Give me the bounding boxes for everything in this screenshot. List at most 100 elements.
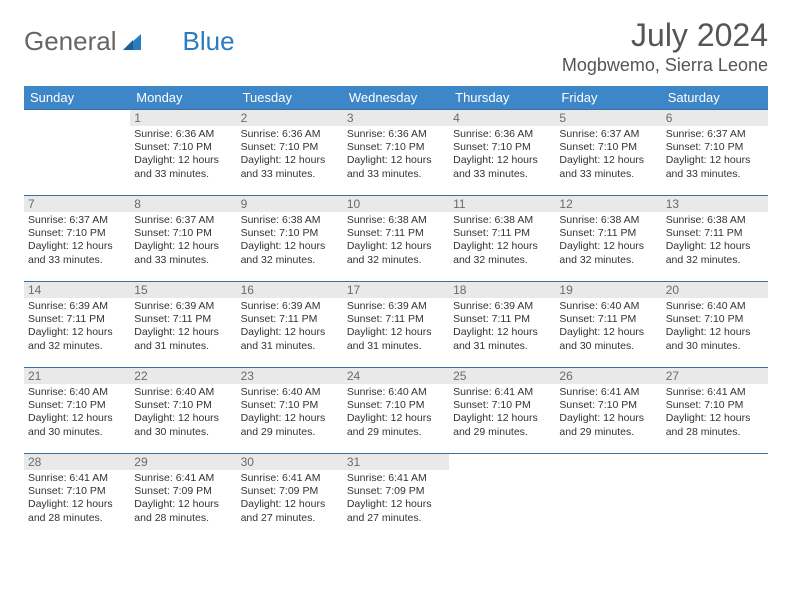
daylight-text-2: and 31 minutes. xyxy=(134,340,232,353)
header: General Blue July 2024 Mogbwemo, Sierra … xyxy=(24,18,768,76)
day-number: 16 xyxy=(237,282,343,298)
daylight-text-1: Daylight: 12 hours xyxy=(666,412,764,425)
sunset-text: Sunset: 7:10 PM xyxy=(241,399,339,412)
sunset-text: Sunset: 7:11 PM xyxy=(453,313,551,326)
calendar-day-cell: 31Sunrise: 6:41 AMSunset: 7:09 PMDayligh… xyxy=(343,454,449,540)
daylight-text-1: Daylight: 12 hours xyxy=(559,412,657,425)
calendar-body: 1Sunrise: 6:36 AMSunset: 7:10 PMDaylight… xyxy=(24,110,768,540)
calendar-day-cell: 12Sunrise: 6:38 AMSunset: 7:11 PMDayligh… xyxy=(555,196,661,282)
day-number: 4 xyxy=(449,110,555,126)
daylight-text-1: Daylight: 12 hours xyxy=(347,412,445,425)
day-number: 1 xyxy=(130,110,236,126)
day-number: 21 xyxy=(24,368,130,384)
daylight-text-1: Daylight: 12 hours xyxy=(666,240,764,253)
day-content: Sunrise: 6:38 AMSunset: 7:10 PMDaylight:… xyxy=(237,212,343,269)
day-content: Sunrise: 6:41 AMSunset: 7:09 PMDaylight:… xyxy=(237,470,343,527)
calendar-day-cell: 17Sunrise: 6:39 AMSunset: 7:11 PMDayligh… xyxy=(343,282,449,368)
daylight-text-2: and 32 minutes. xyxy=(453,254,551,267)
daylight-text-1: Daylight: 12 hours xyxy=(241,154,339,167)
daylight-text-2: and 30 minutes. xyxy=(134,426,232,439)
daylight-text-1: Daylight: 12 hours xyxy=(241,412,339,425)
sunrise-text: Sunrise: 6:37 AM xyxy=(134,214,232,227)
calendar-day-cell: 8Sunrise: 6:37 AMSunset: 7:10 PMDaylight… xyxy=(130,196,236,282)
day-number: 25 xyxy=(449,368,555,384)
daylight-text-1: Daylight: 12 hours xyxy=(241,240,339,253)
daylight-text-1: Daylight: 12 hours xyxy=(666,154,764,167)
daylight-text-1: Daylight: 12 hours xyxy=(347,240,445,253)
calendar-week-row: 7Sunrise: 6:37 AMSunset: 7:10 PMDaylight… xyxy=(24,196,768,282)
day-content: Sunrise: 6:38 AMSunset: 7:11 PMDaylight:… xyxy=(555,212,661,269)
daylight-text-2: and 32 minutes. xyxy=(559,254,657,267)
sunrise-text: Sunrise: 6:39 AM xyxy=(241,300,339,313)
dow-monday: Monday xyxy=(130,86,236,110)
sunset-text: Sunset: 7:09 PM xyxy=(134,485,232,498)
dow-saturday: Saturday xyxy=(662,86,768,110)
daylight-text-1: Daylight: 12 hours xyxy=(559,240,657,253)
daylight-text-1: Daylight: 12 hours xyxy=(453,412,551,425)
calendar-day-cell: 19Sunrise: 6:40 AMSunset: 7:11 PMDayligh… xyxy=(555,282,661,368)
daylight-text-2: and 32 minutes. xyxy=(241,254,339,267)
day-number: 19 xyxy=(555,282,661,298)
sunset-text: Sunset: 7:11 PM xyxy=(666,227,764,240)
calendar-empty-cell xyxy=(449,454,555,540)
sunrise-text: Sunrise: 6:37 AM xyxy=(666,128,764,141)
month-title: July 2024 xyxy=(562,18,768,53)
sunset-text: Sunset: 7:11 PM xyxy=(28,313,126,326)
sunrise-text: Sunrise: 6:40 AM xyxy=(666,300,764,313)
calendar-day-cell: 14Sunrise: 6:39 AMSunset: 7:11 PMDayligh… xyxy=(24,282,130,368)
sunrise-text: Sunrise: 6:36 AM xyxy=(347,128,445,141)
daylight-text-1: Daylight: 12 hours xyxy=(347,326,445,339)
day-content: Sunrise: 6:38 AMSunset: 7:11 PMDaylight:… xyxy=(449,212,555,269)
sunset-text: Sunset: 7:10 PM xyxy=(347,141,445,154)
daylight-text-1: Daylight: 12 hours xyxy=(347,154,445,167)
sunrise-text: Sunrise: 6:40 AM xyxy=(134,386,232,399)
day-number: 15 xyxy=(130,282,236,298)
day-content: Sunrise: 6:37 AMSunset: 7:10 PMDaylight:… xyxy=(662,126,768,183)
daylight-text-1: Daylight: 12 hours xyxy=(453,326,551,339)
daylight-text-2: and 30 minutes. xyxy=(559,340,657,353)
daylight-text-2: and 33 minutes. xyxy=(453,168,551,181)
sunset-text: Sunset: 7:11 PM xyxy=(241,313,339,326)
day-content: Sunrise: 6:40 AMSunset: 7:10 PMDaylight:… xyxy=(130,384,236,441)
day-number: 8 xyxy=(130,196,236,212)
sunset-text: Sunset: 7:09 PM xyxy=(347,485,445,498)
calendar-day-cell: 20Sunrise: 6:40 AMSunset: 7:10 PMDayligh… xyxy=(662,282,768,368)
calendar-day-cell: 5Sunrise: 6:37 AMSunset: 7:10 PMDaylight… xyxy=(555,110,661,196)
daylight-text-1: Daylight: 12 hours xyxy=(28,412,126,425)
calendar-day-cell: 21Sunrise: 6:40 AMSunset: 7:10 PMDayligh… xyxy=(24,368,130,454)
day-content: Sunrise: 6:36 AMSunset: 7:10 PMDaylight:… xyxy=(237,126,343,183)
calendar-day-cell: 13Sunrise: 6:38 AMSunset: 7:11 PMDayligh… xyxy=(662,196,768,282)
brand-part1: General xyxy=(24,26,117,57)
daylight-text-2: and 33 minutes. xyxy=(347,168,445,181)
calendar-week-row: 28Sunrise: 6:41 AMSunset: 7:10 PMDayligh… xyxy=(24,454,768,540)
sunset-text: Sunset: 7:10 PM xyxy=(241,227,339,240)
daylight-text-1: Daylight: 12 hours xyxy=(559,154,657,167)
day-number: 28 xyxy=(24,454,130,470)
day-content: Sunrise: 6:40 AMSunset: 7:10 PMDaylight:… xyxy=(24,384,130,441)
sunset-text: Sunset: 7:11 PM xyxy=(347,313,445,326)
daylight-text-1: Daylight: 12 hours xyxy=(241,326,339,339)
sunset-text: Sunset: 7:10 PM xyxy=(134,399,232,412)
day-content: Sunrise: 6:40 AMSunset: 7:11 PMDaylight:… xyxy=(555,298,661,355)
daylight-text-1: Daylight: 12 hours xyxy=(134,498,232,511)
sunrise-text: Sunrise: 6:38 AM xyxy=(453,214,551,227)
day-content: Sunrise: 6:41 AMSunset: 7:10 PMDaylight:… xyxy=(555,384,661,441)
day-content: Sunrise: 6:39 AMSunset: 7:11 PMDaylight:… xyxy=(130,298,236,355)
sunset-text: Sunset: 7:10 PM xyxy=(453,141,551,154)
daylight-text-1: Daylight: 12 hours xyxy=(347,498,445,511)
day-number: 31 xyxy=(343,454,449,470)
day-number: 7 xyxy=(24,196,130,212)
sunset-text: Sunset: 7:10 PM xyxy=(28,399,126,412)
sunrise-text: Sunrise: 6:41 AM xyxy=(666,386,764,399)
sunset-text: Sunset: 7:10 PM xyxy=(666,399,764,412)
daylight-text-1: Daylight: 12 hours xyxy=(666,326,764,339)
daylight-text-2: and 33 minutes. xyxy=(241,168,339,181)
sunset-text: Sunset: 7:11 PM xyxy=(559,227,657,240)
daylight-text-2: and 28 minutes. xyxy=(666,426,764,439)
sunrise-text: Sunrise: 6:40 AM xyxy=(241,386,339,399)
day-content: Sunrise: 6:41 AMSunset: 7:09 PMDaylight:… xyxy=(343,470,449,527)
sunset-text: Sunset: 7:10 PM xyxy=(559,141,657,154)
day-of-week-row: Sunday Monday Tuesday Wednesday Thursday… xyxy=(24,86,768,110)
daylight-text-2: and 30 minutes. xyxy=(666,340,764,353)
sunrise-text: Sunrise: 6:39 AM xyxy=(453,300,551,313)
